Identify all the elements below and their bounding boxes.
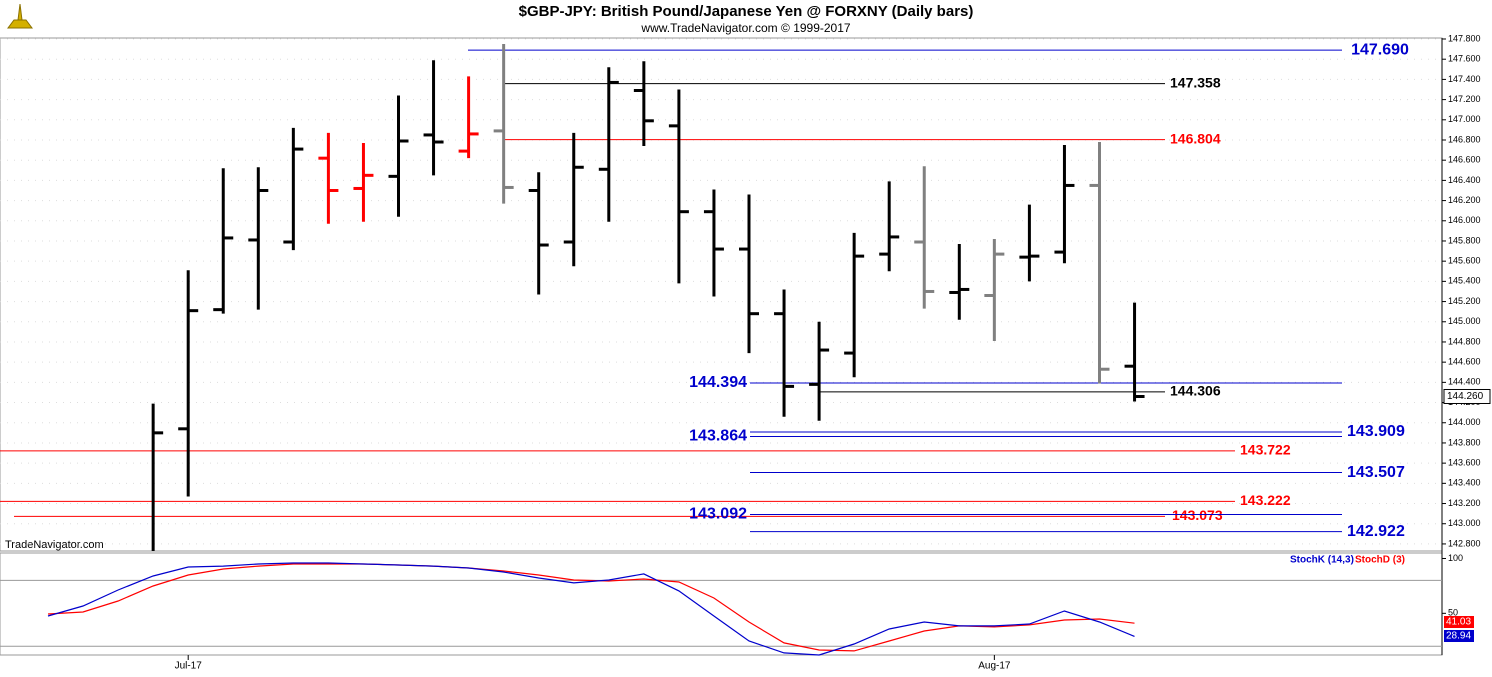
stoch-value-box — [1444, 630, 1474, 642]
level-label: 146.804 — [1170, 130, 1221, 146]
level-label: 143.507 — [1347, 464, 1405, 481]
level-label: 143.222 — [1240, 492, 1291, 508]
y-tick-label: 146.400 — [1448, 175, 1481, 185]
y-tick-label: 143.800 — [1448, 437, 1481, 447]
watermark: TradeNavigator.com — [5, 539, 104, 551]
level-label: 142.922 — [1347, 523, 1405, 540]
logo — [7, 3, 33, 29]
chart-subtitle: www.TradeNavigator.com © 1999-2017 — [640, 21, 850, 35]
stoch-value-label: 28.94 — [1446, 631, 1471, 642]
stoch-tick-label: 50 — [1448, 608, 1458, 618]
y-tick-label: 147.400 — [1448, 74, 1481, 84]
y-tick-label: 145.800 — [1448, 235, 1481, 245]
y-tick-label: 144.000 — [1448, 417, 1481, 427]
stoch-tick-label: 100 — [1448, 553, 1463, 563]
last-price-box — [1443, 388, 1491, 404]
y-tick-label: 145.600 — [1448, 256, 1481, 266]
y-tick-label: 143.200 — [1448, 498, 1481, 508]
legend-entry: StochK (14,3) — [1290, 555, 1354, 566]
last-price-label: 144.260 — [1447, 391, 1484, 402]
y-tick-label: 147.600 — [1448, 54, 1481, 64]
chart-title: $GBP-JPY: British Pound/Japanese Yen @ F… — [519, 3, 974, 20]
y-tick-label: 145.000 — [1448, 316, 1481, 326]
x-tick-label: Jul-17 — [175, 661, 203, 672]
y-tick-label: 144.800 — [1448, 336, 1481, 346]
x-tick-label: Aug-17 — [978, 661, 1011, 672]
legend-entry: StochD (3) — [1355, 555, 1405, 566]
level-label: 147.690 — [1351, 41, 1409, 58]
y-tick-label: 147.200 — [1448, 94, 1481, 104]
level-label: 143.909 — [1347, 423, 1405, 440]
y-tick-label: 144.400 — [1448, 377, 1481, 387]
level-label: 143.073 — [1172, 507, 1223, 523]
stoch-value-label: 41.03 — [1446, 617, 1471, 628]
y-tick-label: 147.000 — [1448, 114, 1481, 124]
y-tick-label: 146.000 — [1448, 215, 1481, 225]
y-tick-label: 142.800 — [1448, 538, 1481, 548]
y-tick-label: 146.200 — [1448, 195, 1481, 205]
level-label: 143.092 — [689, 506, 747, 523]
stoch-value-box — [1444, 616, 1474, 628]
stoch-line — [47, 563, 1135, 652]
level-label: 143.722 — [1240, 442, 1291, 458]
level-label: 147.358 — [1170, 74, 1221, 90]
y-tick-label: 144.600 — [1448, 357, 1481, 367]
level-label: 144.394 — [689, 374, 747, 391]
y-tick-label: 145.400 — [1448, 276, 1481, 286]
level-label: 143.864 — [689, 428, 747, 445]
stoch-line — [47, 562, 1135, 656]
y-tick-label: 145.200 — [1448, 296, 1481, 306]
y-tick-label: 143.000 — [1448, 518, 1481, 528]
level-label: 144.306 — [1170, 383, 1221, 399]
y-tick-label: 146.600 — [1448, 155, 1481, 165]
y-tick-label: 147.800 — [1448, 33, 1481, 43]
y-tick-label: 143.400 — [1448, 478, 1481, 488]
y-tick-label: 143.600 — [1448, 458, 1481, 468]
y-tick-label: 146.800 — [1448, 134, 1481, 144]
